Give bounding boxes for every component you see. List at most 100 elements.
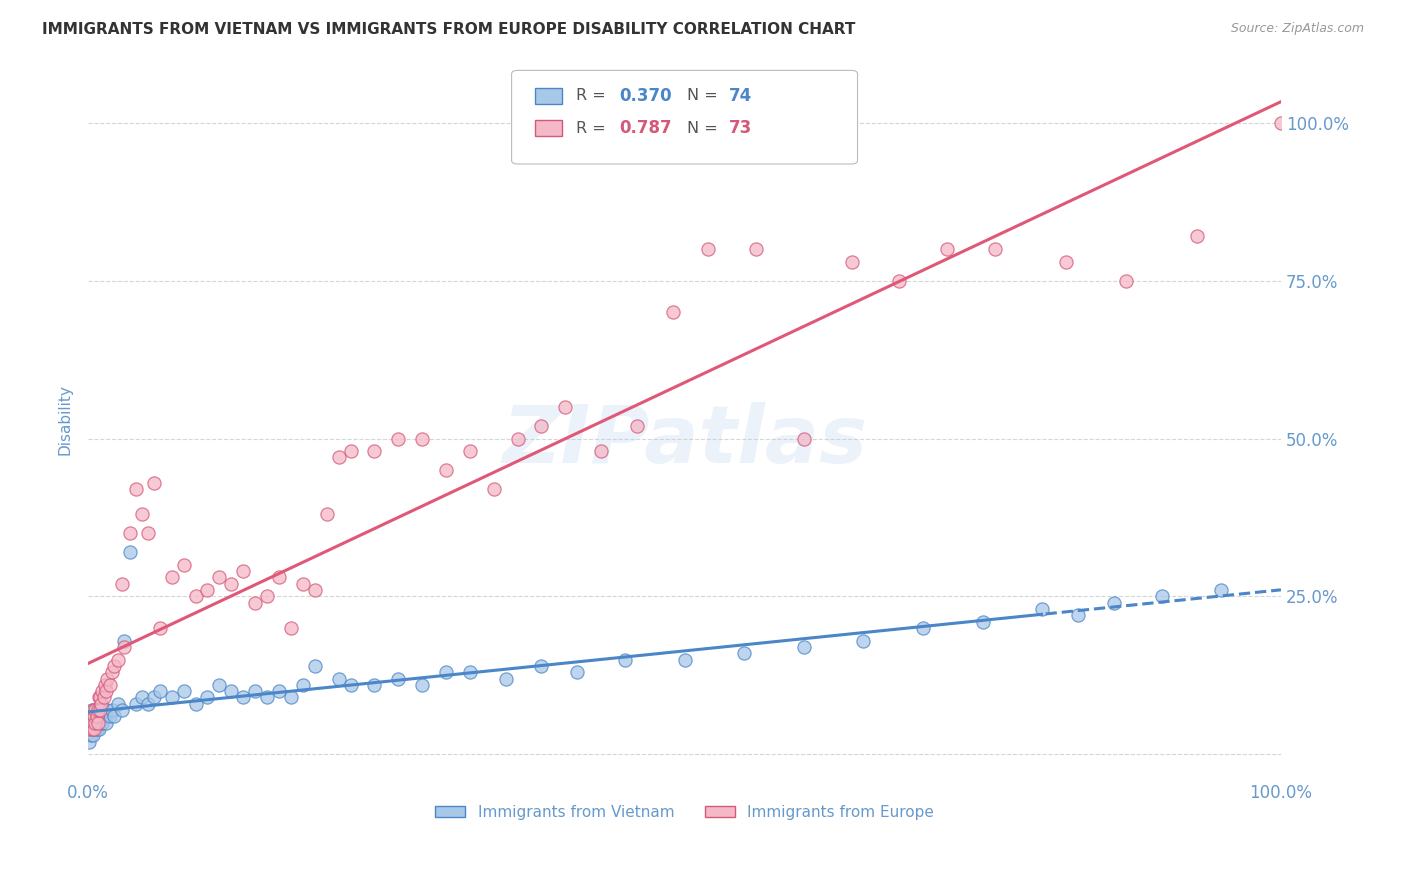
- Point: [79, 735, 101, 749]
- Point: [107, 652, 129, 666]
- Point: [1270, 116, 1292, 130]
- Point: [458, 665, 481, 680]
- Point: [434, 463, 457, 477]
- Point: [107, 697, 129, 711]
- Point: [733, 646, 755, 660]
- Point: [80, 703, 103, 717]
- Point: [160, 690, 183, 705]
- Point: [93, 690, 115, 705]
- Point: [80, 709, 103, 723]
- Point: [87, 690, 110, 705]
- Point: [112, 640, 135, 654]
- Point: [173, 684, 195, 698]
- Text: 0.370: 0.370: [619, 87, 672, 104]
- Point: [90, 709, 112, 723]
- Point: [80, 709, 103, 723]
- Text: ZIPatlas: ZIPatlas: [502, 402, 868, 480]
- Point: [89, 690, 111, 705]
- Point: [184, 697, 207, 711]
- Text: IMMIGRANTS FROM VIETNAM VS IMMIGRANTS FROM EUROPE DISABILITY CORRELATION CHART: IMMIGRANTS FROM VIETNAM VS IMMIGRANTS FR…: [42, 22, 856, 37]
- Text: R =: R =: [576, 88, 610, 103]
- Point: [232, 564, 254, 578]
- Point: [411, 678, 433, 692]
- Point: [1187, 229, 1209, 244]
- Point: [89, 703, 111, 717]
- Point: [79, 728, 101, 742]
- Point: [1067, 608, 1090, 623]
- Point: [86, 715, 108, 730]
- Point: [315, 508, 337, 522]
- Point: [411, 432, 433, 446]
- Point: [232, 690, 254, 705]
- Point: [94, 678, 117, 692]
- Point: [495, 672, 517, 686]
- Point: [589, 444, 612, 458]
- Point: [745, 242, 768, 256]
- Point: [243, 596, 266, 610]
- Point: [112, 633, 135, 648]
- Point: [387, 672, 409, 686]
- Point: [80, 722, 103, 736]
- Point: [103, 709, 125, 723]
- Point: [1211, 583, 1233, 598]
- Point: [90, 697, 112, 711]
- Point: [149, 684, 172, 698]
- Point: [793, 640, 815, 654]
- Point: [118, 545, 141, 559]
- Point: [110, 577, 132, 591]
- Text: N =: N =: [688, 88, 723, 103]
- Point: [86, 703, 108, 717]
- Point: [96, 672, 118, 686]
- Point: [79, 715, 101, 730]
- Point: [86, 709, 108, 723]
- Point: [89, 715, 111, 730]
- FancyBboxPatch shape: [536, 87, 561, 103]
- Point: [256, 690, 278, 705]
- Point: [83, 703, 105, 717]
- Point: [256, 590, 278, 604]
- Point: [221, 684, 243, 698]
- FancyBboxPatch shape: [512, 70, 858, 164]
- Point: [103, 659, 125, 673]
- Point: [91, 715, 114, 730]
- Point: [87, 722, 110, 736]
- Legend: Immigrants from Vietnam, Immigrants from Europe: Immigrants from Vietnam, Immigrants from…: [429, 798, 941, 826]
- Point: [280, 690, 302, 705]
- Point: [626, 418, 648, 433]
- Point: [983, 242, 1005, 256]
- Point: [82, 715, 104, 730]
- Point: [82, 703, 104, 717]
- Point: [136, 697, 159, 711]
- Point: [243, 684, 266, 698]
- Point: [87, 709, 110, 723]
- Point: [83, 722, 105, 736]
- Point: [267, 684, 290, 698]
- Point: [86, 722, 108, 736]
- Point: [110, 703, 132, 717]
- Point: [363, 444, 385, 458]
- Point: [530, 418, 553, 433]
- Point: [149, 621, 172, 635]
- Point: [554, 400, 576, 414]
- Point: [118, 526, 141, 541]
- Point: [131, 508, 153, 522]
- Point: [101, 703, 124, 717]
- Point: [208, 678, 231, 692]
- Point: [661, 305, 683, 319]
- Point: [1150, 590, 1173, 604]
- Point: [291, 577, 314, 591]
- Point: [613, 652, 636, 666]
- Point: [93, 703, 115, 717]
- Point: [79, 722, 101, 736]
- Point: [136, 526, 159, 541]
- Point: [852, 633, 875, 648]
- Point: [482, 482, 505, 496]
- Point: [339, 678, 361, 692]
- Point: [84, 715, 107, 730]
- Text: 0.787: 0.787: [619, 119, 672, 137]
- Point: [184, 590, 207, 604]
- Point: [84, 703, 107, 717]
- Point: [912, 621, 935, 635]
- Point: [98, 678, 121, 692]
- Point: [339, 444, 361, 458]
